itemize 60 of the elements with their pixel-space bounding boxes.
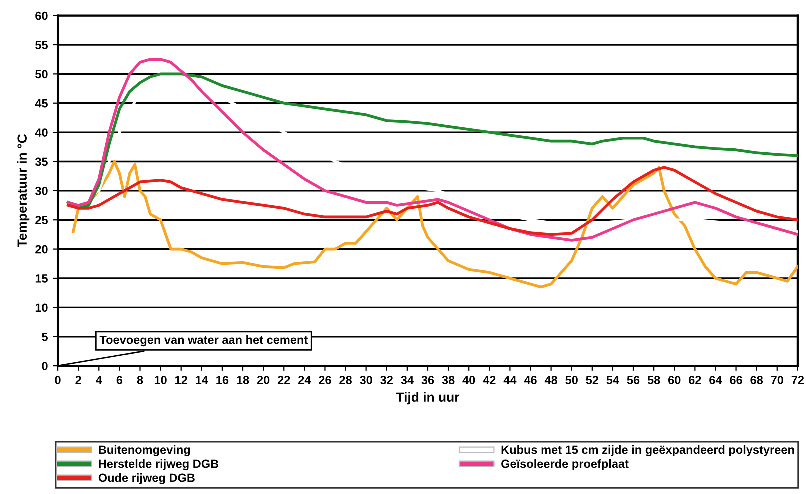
legend-label: Geïsoleerde proefplaat [502, 459, 629, 470]
x-tick-label: 60 [668, 376, 681, 384]
x-tick-label: 28 [340, 376, 352, 384]
x-tick-label: 2 [76, 376, 82, 384]
y-tick-label: 10 [36, 304, 48, 312]
line-series [72, 160, 798, 289]
x-tick-label: 44 [504, 376, 517, 384]
legend-label: Herstelde rijweg DGB [99, 459, 219, 471]
x-tick-label: 34 [401, 376, 414, 384]
x-tick-label: 48 [544, 376, 558, 384]
x-tick-label: 18 [237, 376, 250, 384]
legend-label: Kubus met 15 cm zijde in geëxpandeerd polystyreen [502, 445, 794, 457]
y-tick-label: 20 [36, 245, 48, 254]
x-tick-label: 68 [750, 376, 764, 384]
x-tick-label: 38 [442, 376, 455, 384]
x-tick-label: 64 [710, 376, 722, 384]
x-tick-label: 62 [689, 376, 702, 384]
y-axis-title: Temperatuur in °C [17, 134, 30, 248]
x-tick-label: 24 [298, 376, 312, 384]
x-tick-label: 26 [319, 376, 332, 384]
x-tick-label: 56 [627, 376, 640, 384]
x-tick-label: 30 [360, 376, 372, 384]
y-tick-label: 25 [36, 216, 48, 225]
y-tick-label: 60 [36, 12, 48, 20]
x-tick-label: 22 [278, 376, 290, 384]
y-tick-label: 30 [35, 186, 48, 196]
x-tick-label: 36 [422, 376, 434, 384]
legend-label: Buitenomgeving [99, 445, 190, 457]
x-tick-label: 40 [462, 376, 476, 384]
x-tick-label: 4 [96, 376, 102, 384]
x-tick-label: 54 [606, 376, 620, 384]
x-tick-label: 20 [257, 376, 270, 384]
y-tick-label: 50 [36, 70, 48, 79]
annotation: Toevoegen van water aan het cement [100, 336, 308, 347]
x-tick-label: 58 [648, 376, 660, 384]
y-tick-label: 15 [36, 274, 48, 283]
x-tick-label: 46 [524, 376, 537, 384]
x-tick-label: 6 [116, 376, 123, 384]
x-tick-label: 12 [176, 376, 188, 384]
y-tick-label: 35 [35, 158, 48, 166]
legend-label: Oude rijweg DGB [98, 474, 195, 485]
x-tick-label: 16 [216, 376, 229, 384]
x-tick-label: 10 [154, 376, 167, 384]
y-tick-label: 5 [42, 333, 48, 342]
x-tick-label: 70 [771, 376, 784, 384]
x-axis-title: Tijd in uur [396, 392, 460, 405]
x-tick-label: 0 [55, 376, 61, 384]
x-tick-label: 14 [196, 376, 208, 384]
y-tick-label: 40 [35, 128, 48, 137]
x-tick-label: 42 [483, 376, 496, 384]
y-tick-label: 0 [42, 362, 48, 370]
line-series [66, 166, 798, 236]
y-tick-label: 45 [35, 100, 48, 108]
x-tick-label: 8 [137, 376, 144, 384]
x-tick-label: 32 [380, 376, 393, 384]
x-tick-label: 50 [566, 376, 578, 384]
x-tick-label: 66 [730, 376, 742, 384]
x-tick-label: 72 [792, 376, 804, 384]
y-tick-label: 55 [36, 41, 48, 50]
x-tick-label: 52 [586, 376, 599, 384]
